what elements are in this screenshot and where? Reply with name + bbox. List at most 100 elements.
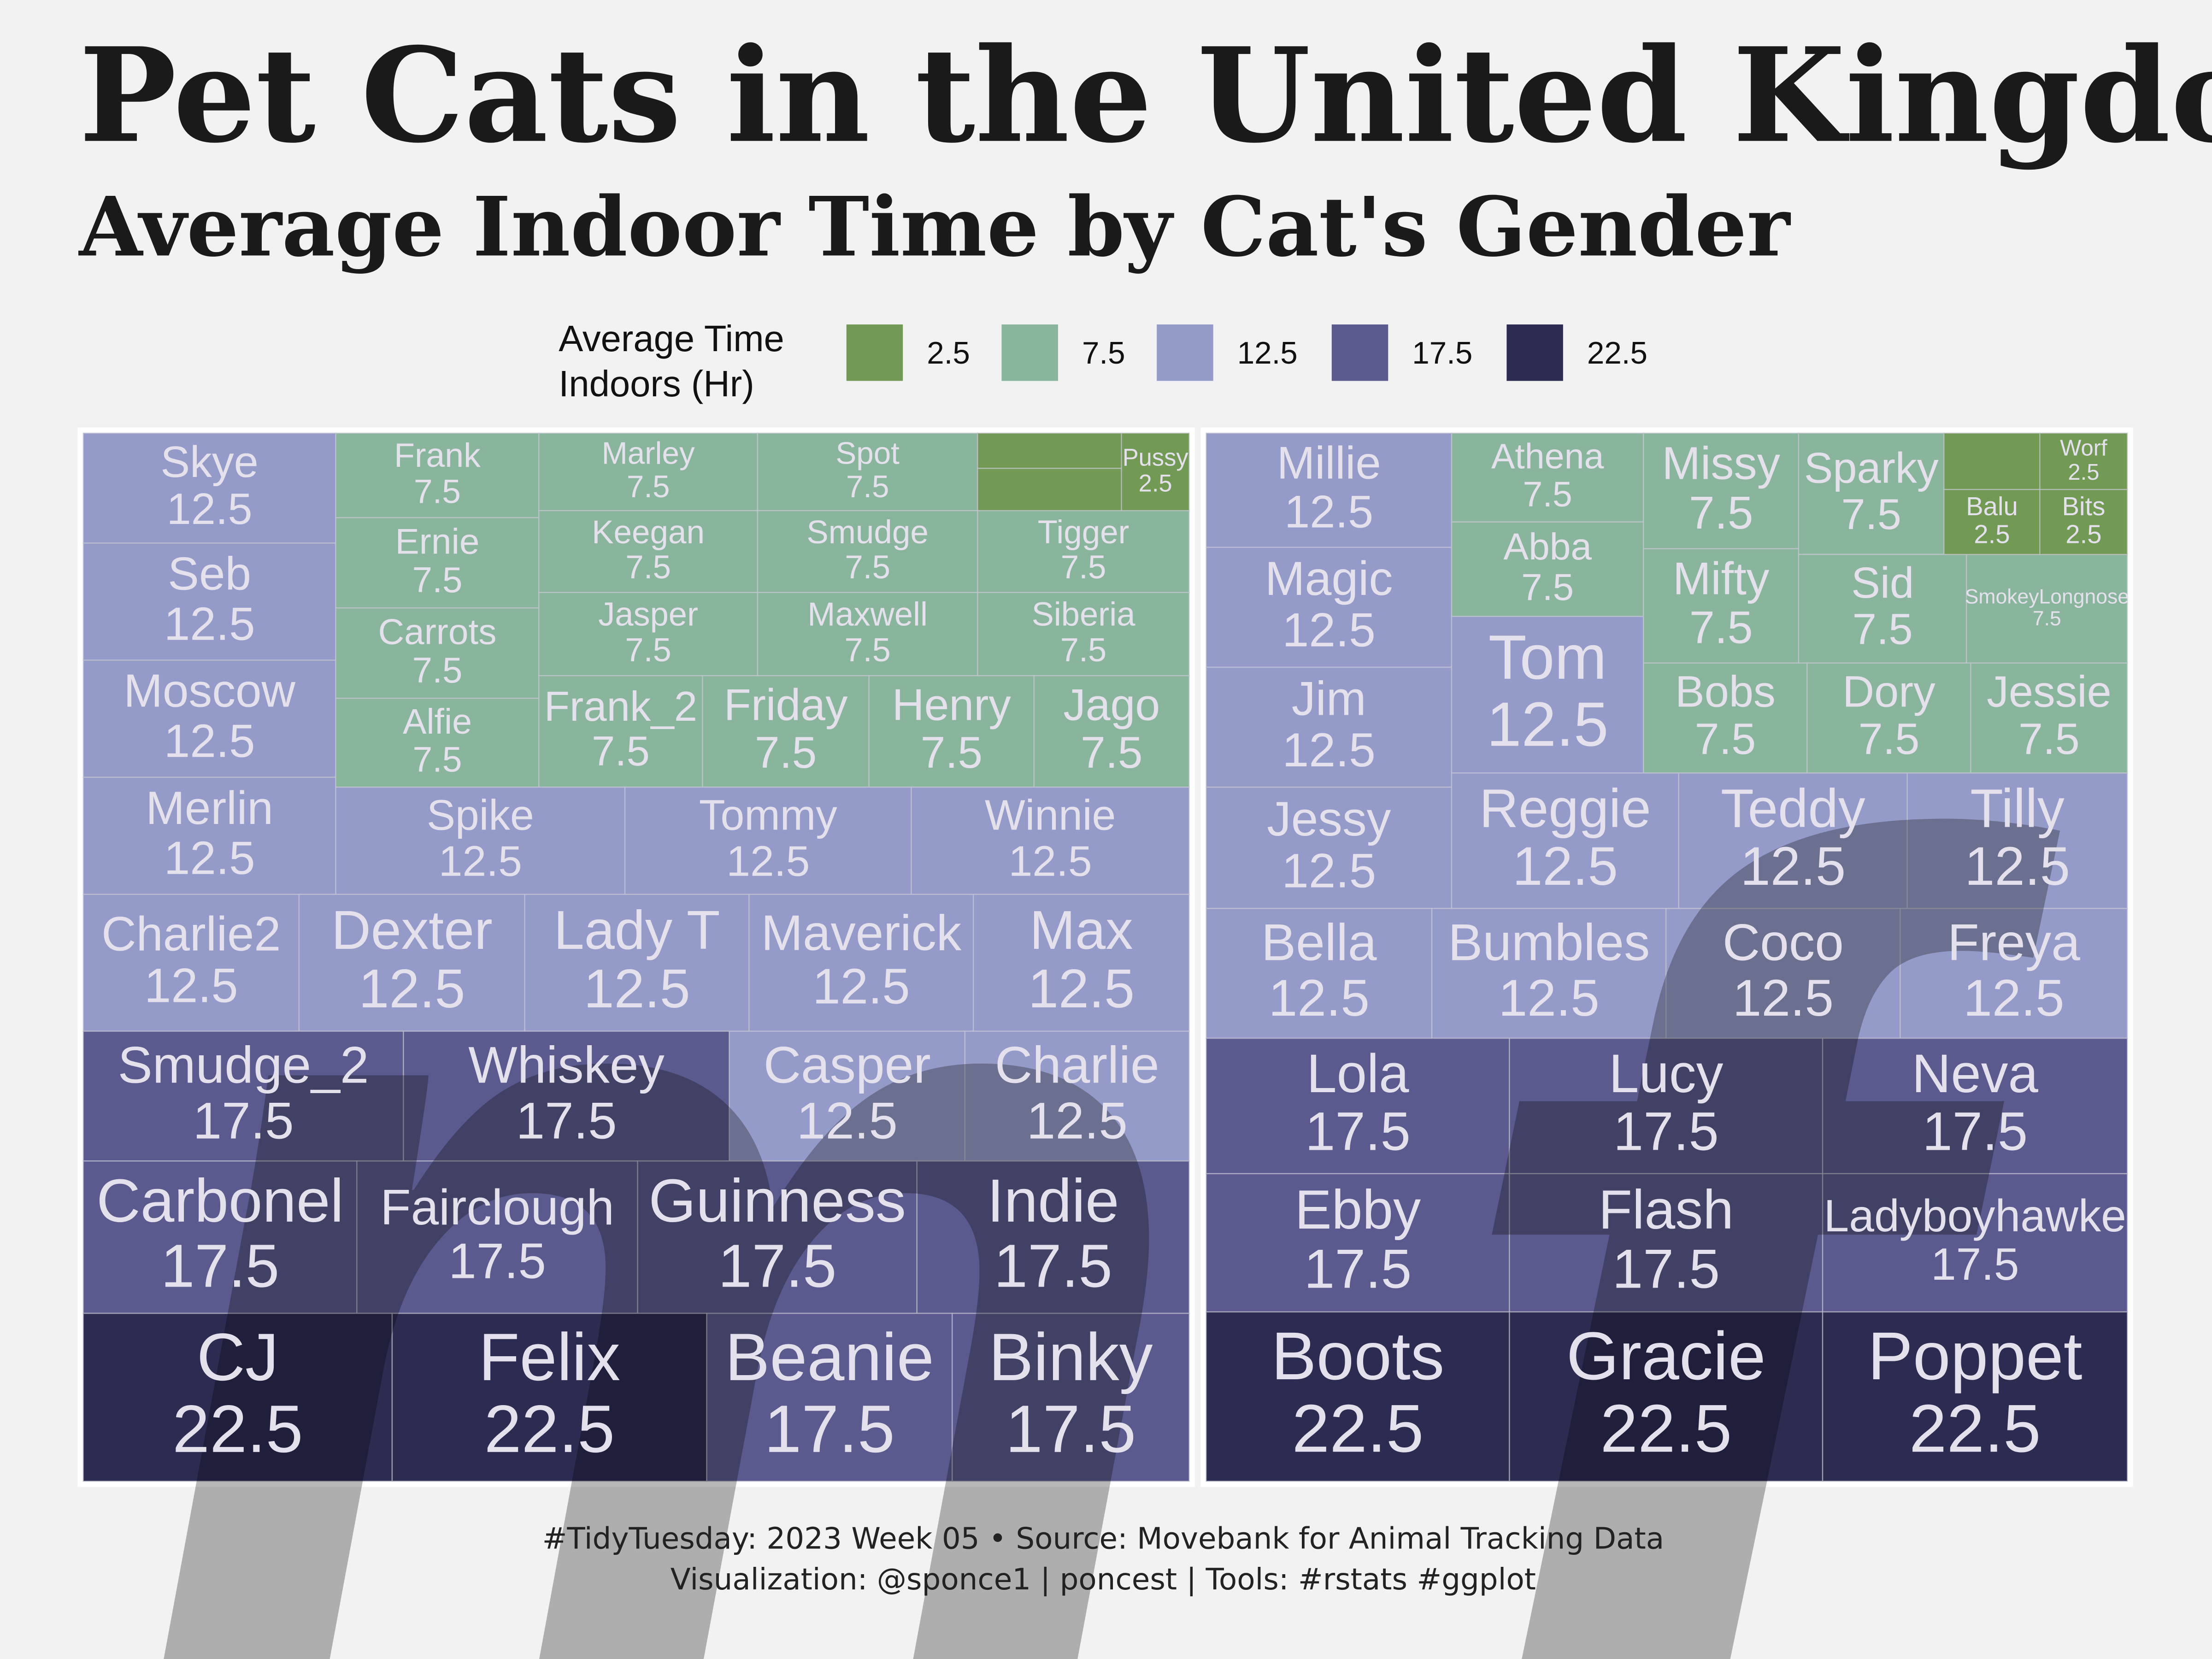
cell-name: Frank — [394, 436, 481, 474]
cell-value: 7.5 — [412, 650, 463, 690]
caption: #TidyTuesday: 2023 Week 05 • Source: Mov… — [542, 1521, 1664, 1556]
cell-name: Tommy — [699, 791, 837, 839]
cell-name: Keegan — [592, 514, 705, 551]
cell-value: 7.5 — [1060, 632, 1106, 669]
cell — [1906, 772, 2128, 909]
cell-name: Marley — [602, 436, 695, 471]
cell-name: Whiskey — [468, 1036, 665, 1094]
cell — [1206, 432, 1453, 548]
cell-value: 17.5 — [1612, 1238, 1720, 1300]
cell-value: 12.5 — [1284, 487, 1373, 538]
cell-value: 12.5 — [1965, 836, 2070, 896]
cell-value: 7.5 — [625, 549, 671, 586]
cell-value: 7.5 — [625, 632, 671, 669]
cell — [1206, 1037, 1510, 1175]
cell-name: Guinness — [648, 1167, 906, 1235]
cell-value: 12.5 — [1512, 836, 1618, 896]
cell — [973, 894, 1190, 1032]
cell-name: Bumbles — [1448, 913, 1650, 971]
cell-name: Siberia — [1032, 596, 1136, 633]
chart-title: Pet Cats in the United Kingdom — [79, 20, 2212, 172]
cell-value: 7.5 — [1841, 490, 1901, 538]
cell-name: Flash — [1599, 1179, 1734, 1241]
cell — [2039, 432, 2128, 490]
cell-name: Bobs — [1675, 668, 1776, 717]
cell — [624, 786, 912, 895]
cell — [538, 432, 759, 512]
cell — [335, 607, 540, 699]
cell-name: Neva — [1912, 1043, 2039, 1104]
cell — [637, 1160, 918, 1314]
cell-name: Maxwell — [807, 596, 928, 633]
cell — [1206, 786, 1453, 909]
cell-value: 17.5 — [193, 1091, 294, 1149]
cell-name: Alfie — [403, 702, 472, 741]
cell — [706, 1312, 953, 1482]
cell — [977, 510, 1190, 593]
cell — [748, 894, 974, 1032]
cell — [1033, 675, 1190, 788]
cell — [356, 1160, 638, 1314]
cell-value: 12.5 — [1740, 836, 1846, 896]
cell-value: 17.5 — [1931, 1239, 2019, 1289]
cell-value: 12.5 — [1282, 724, 1376, 777]
cell — [952, 1312, 1190, 1482]
cell-name: Moscow — [124, 665, 295, 717]
cell — [82, 894, 300, 1032]
cell-name: Merlin — [146, 782, 273, 834]
cell-name: Felix — [479, 1319, 621, 1394]
cell-name: Freya — [1947, 913, 2080, 971]
legend-title: Indoors (Hr) — [559, 363, 754, 404]
cell-name: Jago — [1063, 680, 1160, 729]
cell — [729, 1030, 966, 1162]
cell-value: 12.5 — [1963, 969, 2064, 1027]
cell — [1643, 662, 1808, 774]
cell-value: 7.5 — [2018, 715, 2080, 764]
cell-value: 7.5 — [627, 470, 670, 504]
cell-name: Frank_2 — [544, 683, 697, 730]
cell-value: 22.5 — [1600, 1391, 1732, 1466]
cell-name: Smudge_2 — [118, 1036, 369, 1094]
cell-value: 17.5 — [718, 1232, 836, 1300]
cell-value: 12.5 — [164, 714, 255, 767]
cell — [1798, 553, 1967, 664]
legend-label: 12.5 — [1237, 336, 1298, 371]
legend-label: 22.5 — [1587, 336, 1647, 371]
cell-value: 17.5 — [1922, 1101, 2028, 1162]
cell-name: Smudge — [806, 514, 929, 551]
cell — [82, 1030, 404, 1162]
cell-value: 17.5 — [1305, 1101, 1411, 1162]
cell-value: 12.5 — [797, 1091, 898, 1149]
cell-name: Ladyboyhawke — [1824, 1190, 2126, 1241]
cell-value: 12.5 — [1733, 969, 1834, 1027]
cell-value: 7.5 — [921, 728, 982, 777]
cell-name: Casper — [764, 1036, 931, 1094]
cell — [1822, 1037, 2128, 1175]
cell-name: Indie — [987, 1167, 1119, 1235]
cell-value: 17.5 — [994, 1232, 1112, 1300]
cell-value: 12.5 — [164, 832, 255, 884]
cell-value: 22.5 — [1909, 1391, 2041, 1466]
cell — [82, 1160, 358, 1314]
cell-name: Sid — [1851, 559, 1914, 607]
cell — [1678, 772, 1908, 909]
cell-name: Winnie — [985, 791, 1116, 839]
cell — [1509, 1037, 1824, 1175]
cell-name: Balu — [1966, 492, 2018, 521]
cell-name: Bits — [2062, 492, 2105, 521]
cell-name: Abba — [1503, 526, 1592, 568]
cell-name: Poppet — [1868, 1318, 2083, 1394]
cell-value: 17.5 — [448, 1233, 546, 1289]
cell-name: Max — [1030, 900, 1133, 961]
cell — [1970, 662, 2128, 774]
cell-value: 7.5 — [592, 728, 650, 775]
legend-swatch — [1331, 324, 1388, 381]
cell-value: 12.5 — [439, 837, 522, 885]
cell-name: Beanie — [725, 1319, 934, 1394]
cell-name: Sparky — [1804, 443, 1939, 492]
cell-name: Jessie — [1987, 668, 2112, 717]
cell — [82, 1312, 393, 1482]
cell-value: 12.5 — [1282, 844, 1376, 898]
legend-title: Average Time — [559, 318, 784, 359]
